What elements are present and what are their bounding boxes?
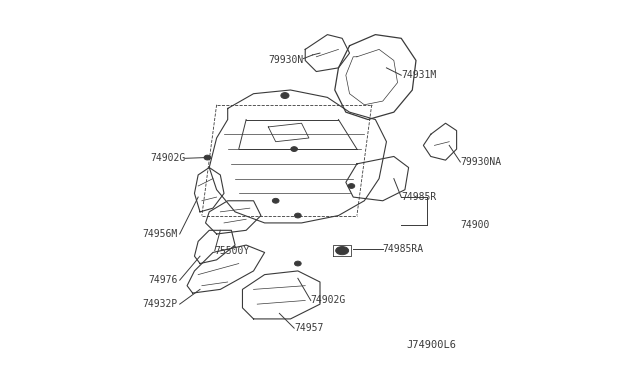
Text: 75500Y: 75500Y [215, 246, 250, 256]
Text: J74900L6: J74900L6 [406, 340, 456, 350]
Text: 74902G: 74902G [311, 295, 346, 305]
Ellipse shape [273, 198, 279, 203]
Ellipse shape [348, 184, 355, 188]
Text: 74900: 74900 [460, 220, 490, 230]
Text: 74902G: 74902G [150, 153, 185, 163]
Ellipse shape [294, 261, 301, 266]
Text: 74931M: 74931M [401, 70, 436, 80]
Ellipse shape [336, 247, 349, 255]
Ellipse shape [204, 155, 211, 160]
Text: 74957: 74957 [294, 323, 324, 333]
Text: 74985RA: 74985RA [383, 244, 424, 254]
Ellipse shape [294, 213, 301, 218]
Text: 74932P: 74932P [143, 299, 178, 309]
Text: 74985R: 74985R [401, 192, 436, 202]
Text: 79930NA: 79930NA [460, 157, 501, 167]
Text: 74976: 74976 [148, 275, 178, 285]
Text: 79930N: 79930N [268, 55, 303, 65]
Text: 74956M: 74956M [143, 229, 178, 239]
Ellipse shape [281, 93, 289, 99]
Ellipse shape [291, 147, 298, 151]
